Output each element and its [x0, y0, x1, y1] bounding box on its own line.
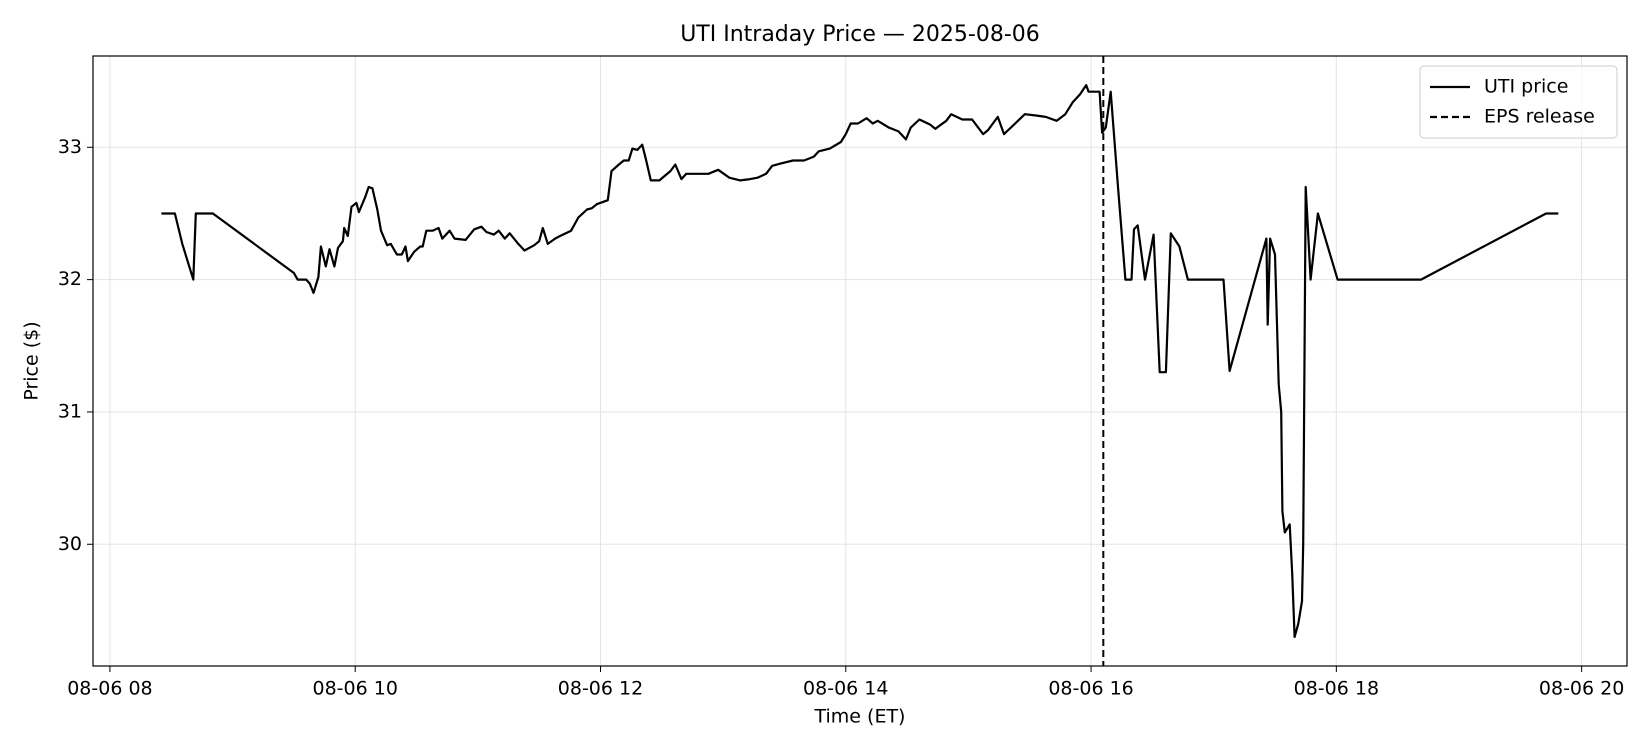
- x-axis-label: Time (ET): [814, 706, 906, 728]
- x-tick-label: 08-06 20: [1539, 678, 1624, 700]
- plot-frame: [92, 55, 1628, 667]
- y-tick-label: 33: [58, 136, 82, 158]
- y-axis-label: Price ($): [21, 321, 43, 400]
- price-line: [161, 84, 1559, 638]
- x-tick-label: 08-06 12: [558, 678, 643, 700]
- x-tick-label: 08-06 08: [67, 678, 152, 700]
- y-tick-label: 31: [58, 400, 82, 422]
- legend-label: UTI price: [1484, 76, 1568, 98]
- y-tick-label: 30: [58, 533, 82, 555]
- chart-title: UTI Intraday Price — 2025-08-06: [680, 22, 1040, 47]
- x-tick-label: 08-06 16: [1048, 678, 1133, 700]
- y-tick-label: 32: [58, 268, 82, 290]
- x-tick-label: 08-06 10: [312, 678, 397, 700]
- x-tick-label: 08-06 14: [803, 678, 888, 700]
- x-tick-label: 08-06 18: [1294, 678, 1379, 700]
- legend-label: EPS release: [1484, 106, 1595, 128]
- legend: [1419, 65, 1618, 139]
